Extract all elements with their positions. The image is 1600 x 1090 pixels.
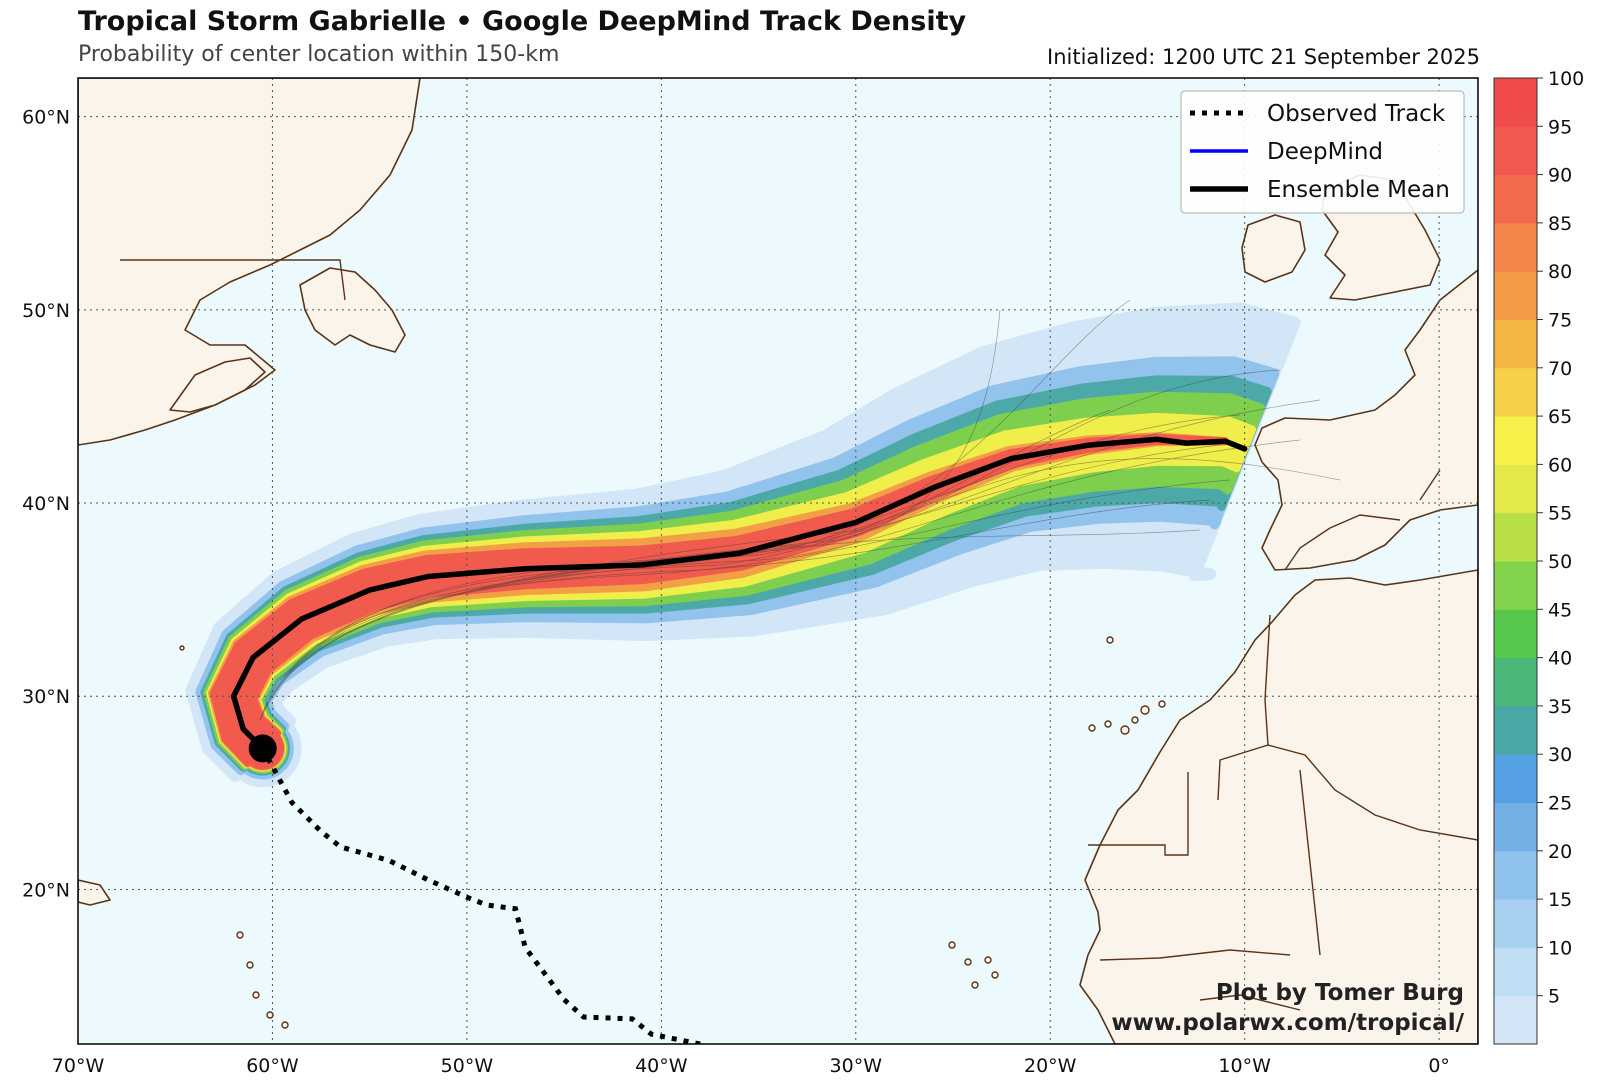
colorbar-segment	[1494, 899, 1537, 948]
legend-deepmind-label: DeepMind	[1267, 139, 1383, 165]
colorbar-segment	[1494, 367, 1537, 417]
chart-title: Tropical Storm Gabrielle • Google DeepMi…	[78, 6, 967, 37]
land-north-america	[78, 78, 421, 446]
colorbar-tick-label: 65	[1548, 406, 1572, 428]
legend-observed-label: Observed Track	[1267, 101, 1446, 127]
colorbar-segment	[1494, 512, 1537, 562]
colorbar-ticks: 5 10 15 20 25 30 35 40 45 50 55 60 65 70 75 80 85 90 95 100	[1537, 68, 1584, 1008]
colorbar-segment	[1494, 705, 1537, 755]
colorbar-tick-label: 95	[1548, 116, 1572, 138]
colorbar-tick-label: 25	[1548, 793, 1572, 815]
credit-author: Plot by Tomer Burg	[1216, 980, 1464, 1006]
colorbar-tick-label: 45	[1548, 599, 1572, 621]
colorbar-tick-label: 80	[1548, 261, 1572, 283]
colorbar-tick-label: 100	[1548, 68, 1584, 90]
longitude-tick-label: 20°W	[1024, 1055, 1077, 1077]
colorbar-tick-label: 15	[1548, 889, 1572, 911]
colorbar-segment	[1494, 609, 1537, 659]
latitude-tick-label: 30°N	[22, 686, 70, 708]
longitude-tick-label: 50°W	[441, 1055, 494, 1077]
current-storm-position-marker	[248, 734, 277, 763]
land-caribbean	[78, 879, 111, 906]
longitude-tick-label: 40°W	[635, 1055, 688, 1077]
latitude-tick-label: 50°N	[22, 300, 70, 322]
colorbar	[1494, 78, 1537, 1045]
initialization-time: Initialized: 1200 UTC 21 September 2025	[1047, 45, 1480, 69]
colorbar-segment	[1494, 754, 1537, 803]
colorbar-segment	[1494, 464, 1537, 514]
colorbar-tick-label: 10	[1548, 937, 1572, 959]
colorbar-tick-label: 20	[1548, 841, 1572, 863]
land-masses	[78, 78, 1478, 1044]
legend-ensemble-label: Ensemble Mean	[1267, 177, 1450, 203]
land-newfoundland	[299, 267, 406, 353]
colorbar-tick-label: 75	[1548, 310, 1572, 332]
colorbar-segment	[1494, 657, 1537, 707]
colorbar-tick-label: 60	[1548, 454, 1572, 476]
chart-subtitle: Probability of center location within 15…	[78, 42, 560, 67]
colorbar-tick-label: 5	[1548, 986, 1560, 1008]
land-africa	[1079, 569, 1478, 1044]
colorbar-segment	[1494, 416, 1537, 465]
colorbar-segment	[1494, 561, 1537, 610]
colorbar-segment	[1494, 174, 1537, 224]
latitude-axis: 20°N 30°N 40°N 50°N 60°N	[22, 107, 70, 902]
ensemble-mean-line	[230, 436, 1248, 752]
gridlines	[78, 78, 1478, 1044]
longitude-axis: 70°W 60°W 50°W 40°W 30°W 20°W 10°W 0°	[52, 1055, 1450, 1077]
colorbar-tick-label: 85	[1548, 213, 1572, 235]
longitude-tick-label: 30°W	[830, 1055, 883, 1077]
longitude-tick-label: 60°W	[246, 1055, 299, 1077]
legend: Observed Track DeepMind Ensemble Mean	[1180, 90, 1465, 214]
colorbar-tick-label: 70	[1548, 358, 1572, 380]
land-nova-scotia	[169, 357, 266, 413]
colorbar-tick-label: 90	[1548, 165, 1572, 187]
map-frame	[77, 77, 1479, 1045]
legend-box	[1180, 90, 1465, 214]
colorbar-tick-label: 40	[1548, 648, 1572, 670]
credit-url: www.polarwx.com/tropical/	[1111, 1010, 1464, 1036]
latitude-tick-label: 40°N	[22, 493, 70, 515]
colorbar-segment	[1494, 850, 1537, 900]
colorbar-segment	[1494, 126, 1537, 176]
colorbar-tick-label: 35	[1548, 696, 1572, 718]
colorbar-tick-label: 30	[1548, 744, 1572, 766]
colorbar-segment	[1494, 319, 1537, 369]
longitude-tick-label: 0°	[1428, 1055, 1450, 1077]
small-islands	[179, 524, 1166, 1029]
colorbar-tick-label: 55	[1548, 503, 1572, 525]
latitude-tick-label: 20°N	[22, 879, 70, 901]
colorbar-segment	[1494, 802, 1537, 852]
observed-track-line	[260, 747, 701, 1044]
land-ireland	[1241, 214, 1306, 283]
colorbar-segment	[1494, 947, 1537, 997]
colorbar-segment	[1494, 271, 1537, 320]
longitude-tick-label: 10°W	[1218, 1055, 1271, 1077]
colorbar-segment	[1494, 222, 1537, 272]
colorbar-tick-label: 50	[1548, 551, 1572, 573]
longitude-tick-label: 70°W	[52, 1055, 105, 1077]
colorbar-segment	[1494, 78, 1537, 127]
country-borders	[120, 259, 1478, 1011]
land-europe	[1254, 269, 1478, 571]
latitude-tick-label: 60°N	[22, 107, 70, 129]
colorbar-segment	[1494, 995, 1537, 1045]
